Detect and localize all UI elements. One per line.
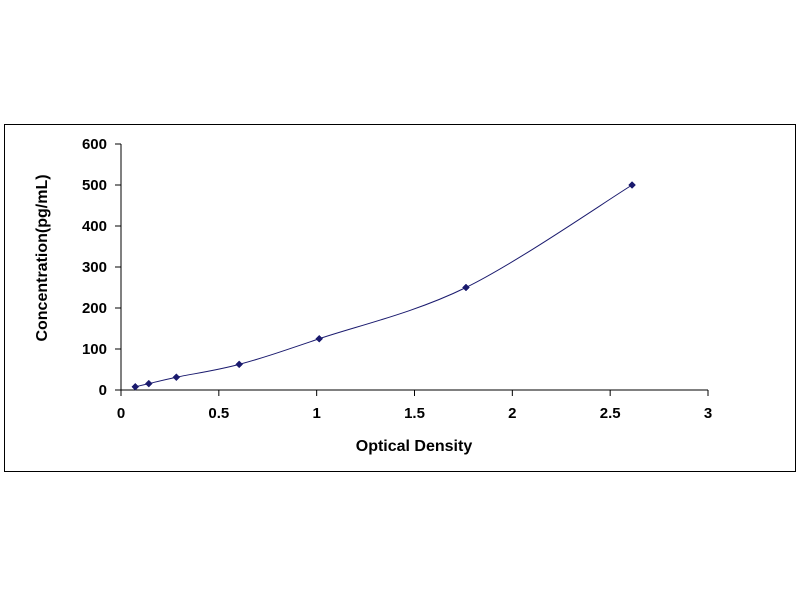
- data-point-marker: [315, 334, 324, 343]
- x-tick-label: 3: [704, 405, 712, 422]
- x-axis-title: Optical Density: [356, 438, 473, 455]
- y-tick-label: 400: [82, 218, 107, 235]
- y-tick-label: 200: [82, 300, 107, 317]
- y-tick-label: 300: [82, 259, 107, 276]
- data-point-marker: [235, 360, 244, 369]
- x-tick-label: 0.5: [208, 405, 229, 422]
- y-axis-title: Concentration(pg/mL): [34, 174, 51, 341]
- data-point-marker: [131, 382, 140, 391]
- x-tick-label: 0: [117, 405, 125, 422]
- y-tick-label: 0: [99, 382, 107, 399]
- data-point-marker: [144, 379, 153, 388]
- x-tick-label: 1: [312, 405, 320, 422]
- chart-area: [4, 124, 796, 472]
- fit-curve: [135, 184, 633, 388]
- x-tick-label: 1.5: [404, 405, 425, 422]
- y-tick-label: 100: [82, 341, 107, 358]
- data-point-marker: [462, 283, 470, 292]
- y-tick-label: 500: [82, 177, 107, 194]
- data-point-marker: [172, 373, 181, 382]
- x-tick-label: 2: [508, 405, 516, 422]
- x-tick-label: 2.5: [600, 405, 621, 422]
- data-point-marker: [628, 181, 636, 189]
- y-tick-label: 600: [82, 136, 107, 153]
